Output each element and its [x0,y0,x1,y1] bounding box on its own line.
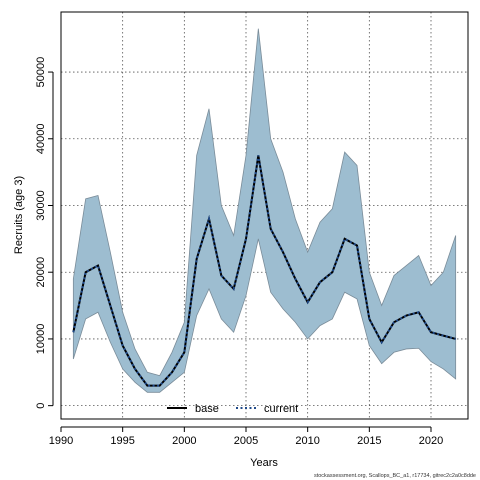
footnote: stockassessment.org, Scallops_BC_a1, r17… [314,473,476,479]
confidence-band-area [72,28,457,393]
y-tick-label-40000: 40000 [35,123,47,154]
x-axis-title: Years [250,457,278,469]
x-tick-label-1995: 1995 [110,435,134,447]
y-tick-label-50000: 50000 [35,57,47,88]
y-tick-label-10000: 10000 [35,324,47,355]
y-axis-title: Recruits (age 3) [13,176,25,254]
x-tick-label-2015: 2015 [357,435,381,447]
x-axis: 1990 1995 2000 2005 2010 2015 2020 [49,426,443,447]
series-line-base [72,155,456,387]
legend-label-current: current [264,403,298,415]
y-axis: 0 10000 20000 30000 40000 50000 [35,57,54,409]
x-tick-label-2000: 2000 [172,435,196,447]
y-tick-label-20000: 20000 [35,257,47,288]
legend: base current [167,403,298,415]
confidence-band [72,28,457,393]
x-tick-label-2005: 2005 [234,435,258,447]
x-tick-label-2020: 2020 [419,435,443,447]
x-tick-label-2010: 2010 [295,435,319,447]
legend-label-base: base [195,403,219,415]
y-tick-label-30000: 30000 [35,190,47,221]
series-lines [72,155,456,387]
y-tick-label-0: 0 [35,403,47,409]
x-tick-label-1990: 1990 [49,435,73,447]
plot-frame [60,11,469,420]
